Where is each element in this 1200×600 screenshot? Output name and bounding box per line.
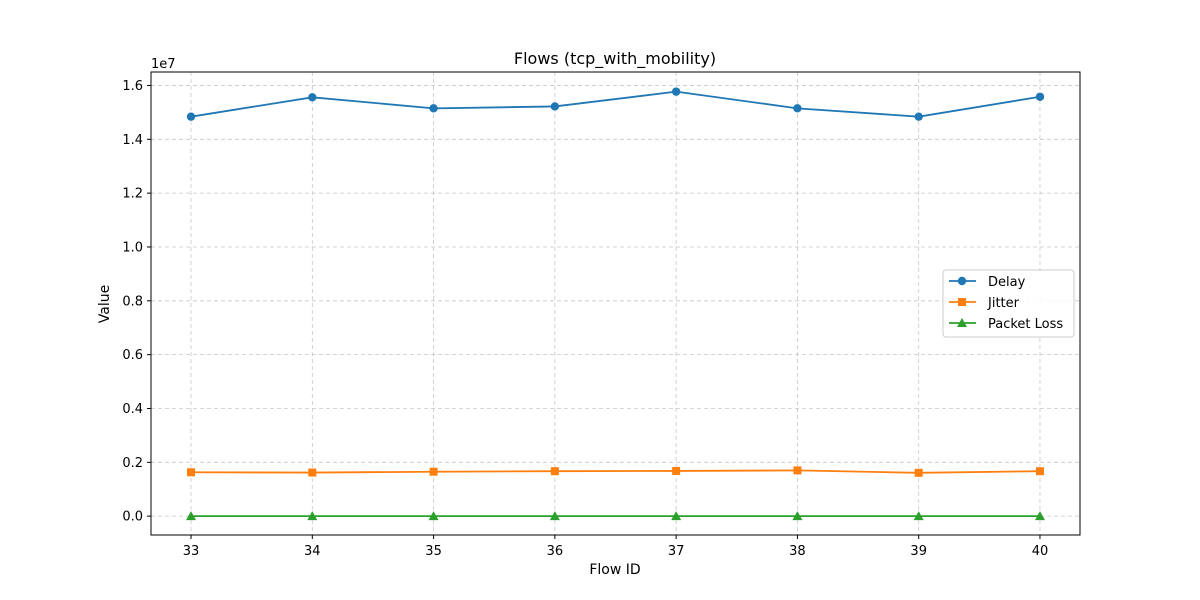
data-point-packet-loss — [913, 511, 924, 521]
x-tick-label: 33 — [183, 544, 200, 559]
data-point-delay — [308, 93, 317, 102]
x-axis-label: Flow ID — [589, 562, 640, 578]
data-point-delay — [1035, 92, 1045, 101]
legend-label-packet-loss: Packet Loss — [988, 317, 1063, 332]
x-tick-label: 36 — [547, 544, 564, 559]
grid — [151, 72, 1080, 535]
data-point-packet-loss — [1034, 511, 1045, 521]
x-tick-label: 35 — [425, 544, 442, 559]
data-point-jitter — [429, 467, 438, 476]
data-point-delay — [429, 104, 438, 113]
series-line-jitter — [191, 469, 1040, 474]
y-tick-label: 1.4 — [122, 133, 143, 148]
data-point-packet-loss — [671, 511, 682, 521]
x-tick-label: 40 — [1032, 544, 1049, 559]
y-tick-label: 0.0 — [122, 510, 143, 525]
data-point-delay — [914, 112, 923, 121]
data-point-packet-loss — [428, 511, 439, 521]
data-point-jitter — [914, 468, 923, 477]
series-layer — [186, 87, 1045, 521]
data-point-jitter — [550, 467, 559, 476]
y-tick-label: 1.2 — [122, 187, 143, 202]
x-tick-label: 38 — [789, 544, 806, 559]
legend-box — [942, 269, 1075, 338]
y-tick-label: 0.8 — [122, 294, 143, 309]
x-axis: 33 34 35 36 37 38 39 40 — [183, 535, 1049, 559]
data-point-delay — [671, 87, 681, 96]
x-tick-label: 39 — [910, 544, 927, 559]
data-point-packet-loss — [792, 511, 803, 521]
series-packet-loss — [186, 511, 1045, 521]
data-point-packet-loss — [186, 511, 197, 521]
chart-title: Flows (tcp_with_mobility) — [514, 49, 716, 69]
data-point-packet-loss — [307, 511, 318, 521]
y-tick-label: 0.6 — [122, 348, 143, 363]
legend-label-delay: Delay — [988, 275, 1026, 290]
data-point-delay — [550, 102, 560, 111]
data-point-jitter — [187, 468, 196, 477]
y-offset-label: 1e7 — [151, 57, 176, 72]
legend-marker-delay — [957, 276, 967, 286]
y-tick-label: 0.2 — [122, 456, 143, 471]
series-jitter — [187, 466, 1044, 477]
data-point-delay — [793, 104, 802, 113]
data-point-jitter — [1035, 467, 1044, 476]
legend-marker-packet-loss — [957, 318, 967, 327]
data-point-jitter — [672, 466, 681, 475]
x-tick-label: 37 — [668, 544, 685, 559]
y-tick-label: 1.6 — [122, 79, 143, 94]
data-point-jitter — [308, 468, 317, 477]
legend: Delay Jitter Packet Loss — [942, 269, 1075, 338]
legend-marker-jitter — [958, 298, 966, 306]
x-tick-label: 34 — [304, 544, 321, 559]
legend-label-jitter: Jitter — [987, 296, 1020, 311]
y-axis: 0.0 0.2 0.4 0.6 0.8 1.0 1.2 1.4 1.6 — [122, 79, 151, 525]
data-point-packet-loss — [549, 511, 560, 521]
series-delay — [186, 87, 1045, 121]
data-point-delay — [186, 112, 196, 121]
y-axis-label: Value — [97, 285, 113, 323]
series-line-delay — [190, 90, 1041, 118]
data-point-jitter — [793, 466, 802, 475]
y-tick-label: 1.0 — [122, 240, 143, 255]
y-tick-label: 0.4 — [122, 402, 143, 417]
plot-frame — [150, 71, 1081, 536]
